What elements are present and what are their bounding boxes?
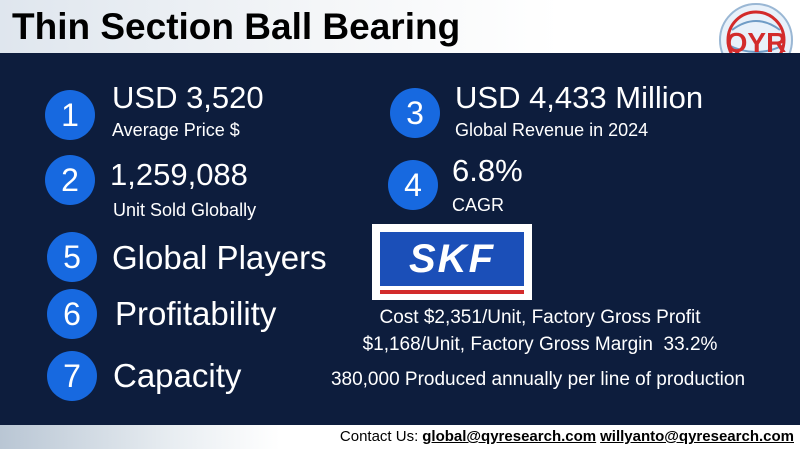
email[interactable]: willyanto@qyresearch.com bbox=[600, 428, 794, 445]
badge: 5 bbox=[47, 232, 97, 282]
logo-text: QYR bbox=[726, 27, 787, 58]
detail: Cost $2,351/Unit, Factory Gross Profit bbox=[379, 307, 701, 328]
section-title: Profitability bbox=[115, 295, 277, 332]
badge: 3 bbox=[390, 88, 440, 138]
contact: Contact Us: global@qyresearch.com willyant… bbox=[340, 428, 794, 445]
title: Thin Section Ball Bearing bbox=[12, 6, 461, 47]
metric-value: 1,259,088 bbox=[110, 157, 248, 192]
metric-value: USD 4,433 Million bbox=[455, 80, 704, 115]
detail: $1,168/Unit, Factory Gross Margin 33.2% bbox=[362, 334, 718, 355]
badge: 7 bbox=[47, 351, 97, 401]
header-band bbox=[0, 0, 800, 53]
metric-label: Global Revenue in 2024 bbox=[455, 120, 649, 140]
metric-value: USD 3,520 bbox=[112, 80, 264, 115]
detail: 380,000 Produced annually per line of pr… bbox=[330, 369, 746, 390]
skf-logo: SKF bbox=[372, 224, 532, 300]
metric-label: CAGR bbox=[452, 195, 505, 215]
email[interactable]: global@qyresearch.com bbox=[422, 428, 597, 445]
badge: 4 bbox=[388, 160, 438, 210]
skf-text: SKF bbox=[409, 237, 495, 281]
badge: 6 bbox=[47, 289, 97, 339]
metric-value: 6.8% bbox=[452, 153, 523, 188]
section-title: Capacity bbox=[113, 357, 242, 394]
badge: 1 bbox=[45, 90, 95, 140]
metric-label: Unit Sold Globally bbox=[113, 200, 257, 220]
contact-label: Contact Us: bbox=[339, 428, 419, 445]
metric-label: Average Price $ bbox=[112, 120, 240, 140]
badge: 2 bbox=[45, 155, 95, 205]
footer bbox=[0, 425, 800, 449]
section-title: Global Players bbox=[112, 239, 327, 276]
